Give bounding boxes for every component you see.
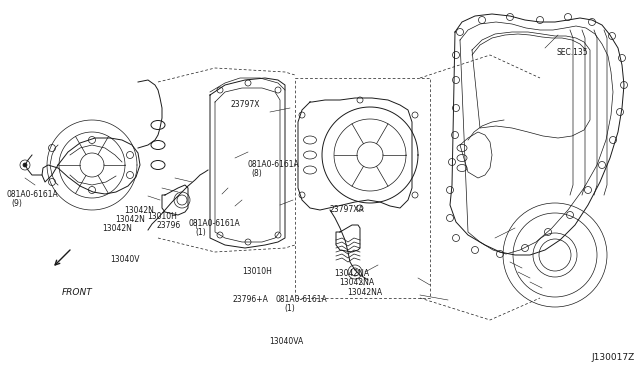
Text: J130017Z: J130017Z bbox=[592, 353, 635, 362]
Text: (9): (9) bbox=[12, 199, 22, 208]
Text: (1): (1) bbox=[284, 304, 295, 313]
Text: 23796: 23796 bbox=[156, 221, 180, 230]
Text: (1): (1) bbox=[195, 228, 206, 237]
Text: 23796+A: 23796+A bbox=[233, 295, 269, 304]
Text: 081A0-6161A: 081A0-6161A bbox=[6, 190, 58, 199]
Text: FRONT: FRONT bbox=[62, 288, 93, 296]
Text: 23797XA: 23797XA bbox=[330, 205, 364, 214]
Text: 13042NA: 13042NA bbox=[347, 288, 382, 296]
Text: 081A0-6161A: 081A0-6161A bbox=[189, 219, 241, 228]
Text: 13042N: 13042N bbox=[124, 206, 154, 215]
Text: 13042N: 13042N bbox=[102, 224, 132, 233]
Text: (8): (8) bbox=[252, 169, 262, 178]
Text: 13042NA: 13042NA bbox=[334, 269, 369, 278]
Text: 13010H: 13010H bbox=[242, 267, 272, 276]
Text: 13042NA: 13042NA bbox=[339, 278, 374, 287]
Text: 13010H: 13010H bbox=[147, 212, 177, 221]
Text: 081A0-6161A: 081A0-6161A bbox=[247, 160, 299, 169]
Text: 13040VA: 13040VA bbox=[269, 337, 304, 346]
Text: 23797X: 23797X bbox=[230, 100, 260, 109]
Text: 13042N: 13042N bbox=[115, 215, 145, 224]
Text: 081A0-6161A: 081A0-6161A bbox=[275, 295, 327, 304]
Text: SEC.135: SEC.135 bbox=[557, 48, 588, 57]
Text: 13040V: 13040V bbox=[111, 255, 140, 264]
Circle shape bbox=[23, 163, 27, 167]
